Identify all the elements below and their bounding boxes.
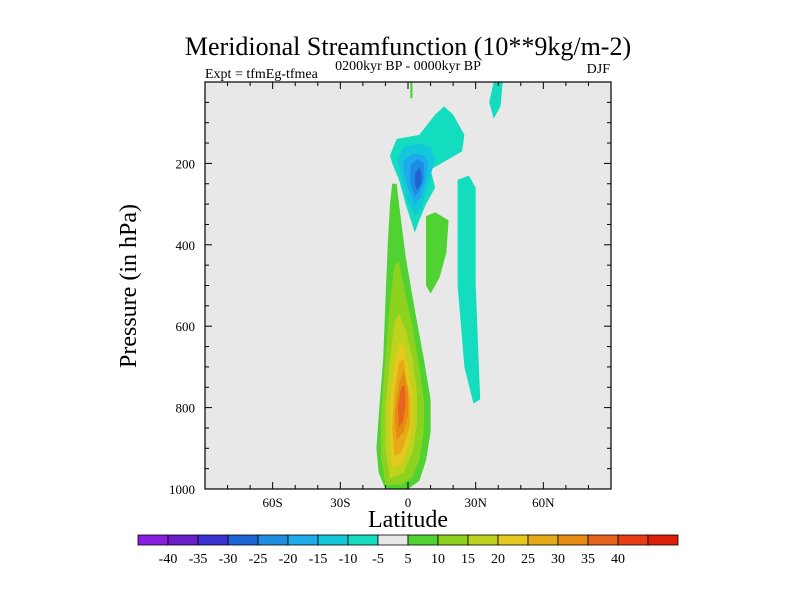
colorbar-label: -15 <box>309 552 328 567</box>
negative-band-30n-region <box>457 175 481 404</box>
colorbar-swatch <box>617 534 649 546</box>
colorbar-swatch <box>497 534 529 546</box>
colorbar-label: -35 <box>189 552 208 567</box>
negative-band-top-region <box>489 82 503 119</box>
negative-contour-25-region <box>414 167 422 190</box>
contour-regions <box>376 82 503 490</box>
colorbar: -40 -35 -30 -25 -20 -15 -10 -5 5 10 15 20 25 30 35 40 <box>137 534 679 567</box>
colorbar-swatch <box>227 534 259 546</box>
positive-contour-35-region <box>397 385 406 428</box>
x-tick-label: 60S <box>263 495 283 510</box>
colorbar-label: -20 <box>279 552 298 567</box>
y-tick-label: 600 <box>176 319 196 334</box>
colorbar-swatch <box>647 534 679 546</box>
colorbar-label: 40 <box>611 552 625 567</box>
colorbar-swatch <box>557 534 589 546</box>
x-tick-label: 30S <box>330 495 350 510</box>
colorbar-swatch <box>587 534 619 546</box>
colorbar-swatch <box>167 534 199 546</box>
y-tick-label: 1000 <box>169 482 195 497</box>
colorbar-label: 30 <box>551 552 565 567</box>
colorbar-swatch <box>437 534 469 546</box>
x-tick-label: 60N <box>532 495 555 510</box>
chart-season-label: DJF <box>587 62 611 77</box>
colorbar-label: 20 <box>491 552 505 567</box>
axis-ticks: 60S 30S 0 30N 60N 200 400 600 800 1000 <box>169 82 611 510</box>
colorbar-label: -30 <box>219 552 238 567</box>
chart-title: Meridional Streamfunction (10**9kg/m-2) <box>185 32 631 61</box>
colorbar-label: 5 <box>405 552 412 567</box>
colorbar-label: -5 <box>372 552 384 567</box>
colorbar-label: 25 <box>521 552 535 567</box>
colorbar-swatch <box>467 534 499 546</box>
x-tick-label: 30N <box>464 495 487 510</box>
colorbar-label: 15 <box>461 552 475 567</box>
colorbar-label: -10 <box>339 552 358 567</box>
y-tick-label: 200 <box>176 156 196 171</box>
colorbar-label: 35 <box>581 552 595 567</box>
colorbar-swatch <box>407 534 439 546</box>
colorbar-swatch <box>377 534 409 546</box>
colorbar-swatch <box>257 534 289 546</box>
colorbar-swatch <box>197 534 229 546</box>
x-axis-label: Latitude <box>368 507 448 533</box>
y-axis-label: Pressure (in hPa) <box>116 204 142 368</box>
positive-sliver-top-region <box>410 82 413 99</box>
colorbar-label: -40 <box>159 552 178 567</box>
colorbar-swatch <box>287 534 319 546</box>
colorbar-swatch <box>527 534 559 546</box>
colorbar-swatch <box>317 534 349 546</box>
colorbar-label: 10 <box>431 552 445 567</box>
y-tick-label: 800 <box>176 401 196 416</box>
positive-band-30n-region <box>426 212 449 294</box>
chart-left-label: Expt = tfmEg-tfmea <box>205 67 319 82</box>
chart-subtitle: 0200kyr BP - 0000kyr BP <box>335 59 481 74</box>
colorbar-swatch <box>137 534 169 546</box>
colorbar-label: -25 <box>249 552 268 567</box>
colorbar-swatch <box>347 534 379 546</box>
x-tick-label: 0 <box>405 495 412 510</box>
y-tick-label: 400 <box>176 238 196 253</box>
